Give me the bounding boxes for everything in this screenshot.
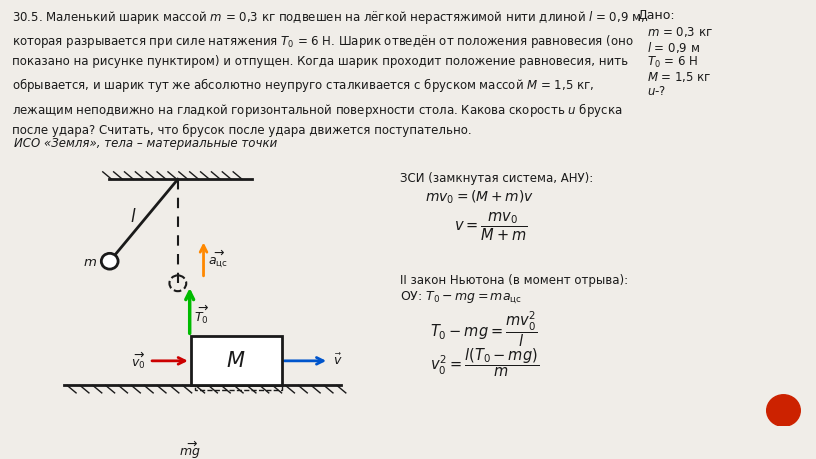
- Text: $u$-?: $u$-?: [647, 84, 666, 97]
- Text: $mv_0 = (M + m)v$: $mv_0 = (M + m)v$: [425, 189, 534, 206]
- Text: ЗСИ (замкнутая система, АНУ):: ЗСИ (замкнутая система, АНУ):: [400, 172, 593, 185]
- Text: $\overrightarrow{T_0}$: $\overrightarrow{T_0}$: [193, 304, 209, 326]
- Text: Дано:: Дано:: [637, 9, 675, 22]
- Text: $M$ = 1,5 кг: $M$ = 1,5 кг: [647, 70, 712, 84]
- Text: ОУ: $T_0 - mg = ma_\mathrm{цс}$: ОУ: $T_0 - mg = ma_\mathrm{цс}$: [400, 290, 522, 306]
- Bar: [195, 386, 282, 390]
- Text: $T_0 - mg = \dfrac{mv_0^2}{l}$: $T_0 - mg = \dfrac{mv_0^2}{l}$: [430, 309, 538, 349]
- Text: ИСО «Земля», тела – материальные точки: ИСО «Земля», тела – материальные точки: [14, 137, 277, 151]
- Text: $\overrightarrow{v_0}$: $\overrightarrow{v_0}$: [131, 351, 145, 371]
- Circle shape: [101, 253, 118, 269]
- Bar: [191, 336, 282, 386]
- Text: $l$: $l$: [130, 207, 136, 225]
- Text: $\overrightarrow{mg}$: $\overrightarrow{mg}$: [179, 440, 201, 459]
- Text: $T_0$ = 6 Н: $T_0$ = 6 Н: [647, 55, 698, 70]
- Text: $m$: $m$: [83, 256, 97, 269]
- Circle shape: [767, 395, 800, 426]
- Text: $\vec{v}$: $\vec{v}$: [333, 353, 343, 369]
- Text: $m$ = 0,3 кг: $m$ = 0,3 кг: [647, 25, 713, 39]
- Text: $\overrightarrow{a_\mathrm{цс}}$: $\overrightarrow{a_\mathrm{цс}}$: [208, 248, 228, 270]
- Text: II закон Ньютона (в момент отрыва):: II закон Ньютона (в момент отрыва):: [400, 274, 628, 287]
- Text: $l$ = 0,9 м: $l$ = 0,9 м: [647, 40, 700, 55]
- Text: 30.5. Маленький шарик массой $m$ = 0,3 кг подвешен на лёгкой нерастяжимой нити д: 30.5. Маленький шарик массой $m$ = 0,3 к…: [12, 9, 645, 137]
- Text: $v_0^2 = \dfrac{l(T_0 - mg)}{m}$: $v_0^2 = \dfrac{l(T_0 - mg)}{m}$: [430, 347, 539, 379]
- Text: $M$: $M$: [226, 351, 246, 371]
- Text: $v = \dfrac{mv_0}{M+m}$: $v = \dfrac{mv_0}{M+m}$: [455, 211, 528, 243]
